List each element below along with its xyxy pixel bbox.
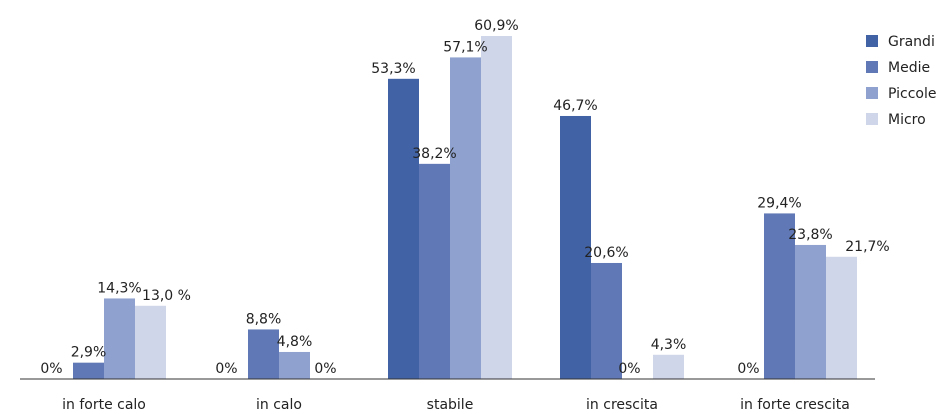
bar-piccole-in-forte-crescita [795, 244, 826, 379]
bar-medie-in-calo [248, 329, 279, 379]
bars-group [73, 36, 857, 380]
bar-medie-stabile [419, 163, 450, 379]
legend-label-medie: Medie [888, 60, 930, 76]
value-label-piccole-in-calo: 4,8% [277, 334, 313, 350]
legend-swatch-micro [866, 113, 878, 125]
bar-grandi-in-crescita [560, 115, 591, 379]
category-label-in-calo: in calo [256, 397, 302, 413]
value-label-medie-stabile: 38,2% [412, 146, 456, 162]
legend-label-grandi: Grandi [888, 34, 935, 50]
value-label-micro-in-forte-calo: 13,0 % [142, 288, 191, 304]
legend-label-micro: Micro [888, 112, 926, 128]
category-label-stabile: stabile [427, 397, 474, 413]
category-label-in-forte-calo: in forte calo [62, 397, 146, 413]
bar-medie-in-forte-crescita [764, 213, 795, 379]
value-label-piccole-stabile: 57,1% [443, 39, 487, 55]
legend-swatch-grandi [866, 35, 878, 47]
value-label-grandi-in-forte-crescita: 0% [737, 361, 759, 377]
value-label-medie-in-calo: 8,8% [246, 311, 282, 327]
bar-grandi-stabile [388, 78, 419, 379]
category-label-in-crescita: in crescita [586, 397, 658, 413]
value-label-piccole-in-crescita: 0% [618, 361, 640, 377]
value-labels-group: 0%2,9%14,3% 13,0 %0%8,8%4,8%0%53,3%38,2%5… [40, 18, 889, 377]
bar-piccole-in-calo [279, 351, 310, 379]
bar-micro-in-crescita [653, 354, 684, 379]
value-label-piccole-in-forte-calo: 14,3% [97, 280, 141, 296]
value-label-medie-in-forte-calo: 2,9% [71, 345, 107, 361]
value-label-grandi-stabile: 53,3% [371, 61, 415, 77]
value-label-micro-stabile: 60,9% [474, 18, 518, 34]
value-label-piccole-in-forte-crescita: 23,8% [788, 227, 832, 243]
legend: Grandi Medie Piccole Micro [866, 34, 937, 128]
category-label-in-forte-crescita: in forte crescita [740, 397, 850, 413]
legend-swatch-piccole [866, 87, 878, 99]
value-label-micro-in-calo: 0% [314, 361, 336, 377]
value-label-medie-in-crescita: 20,6% [584, 245, 628, 261]
legend-label-piccole: Piccole [888, 86, 937, 102]
bar-micro-in-forte-crescita [826, 256, 857, 379]
bar-piccole-stabile [450, 57, 481, 380]
category-labels-group: in forte calo in calo stabile in crescita in… [62, 397, 850, 413]
bar-micro-in-forte-calo [135, 305, 166, 379]
value-label-micro-in-crescita: 4,3% [651, 337, 687, 353]
bar-micro-stabile [481, 36, 512, 379]
value-label-grandi-in-crescita: 46,7% [553, 98, 597, 114]
legend-swatch-medie [866, 61, 878, 73]
value-label-grandi-in-forte-calo: 0% [40, 361, 62, 377]
bar-medie-in-forte-calo [73, 362, 104, 379]
value-label-micro-in-forte-crescita: 21,7% [845, 239, 889, 255]
bar-medie-in-crescita [591, 262, 622, 379]
value-label-grandi-in-calo: 0% [215, 361, 237, 377]
bar-piccole-in-forte-calo [104, 298, 135, 379]
value-label-medie-in-forte-crescita: 29,4% [757, 195, 801, 211]
